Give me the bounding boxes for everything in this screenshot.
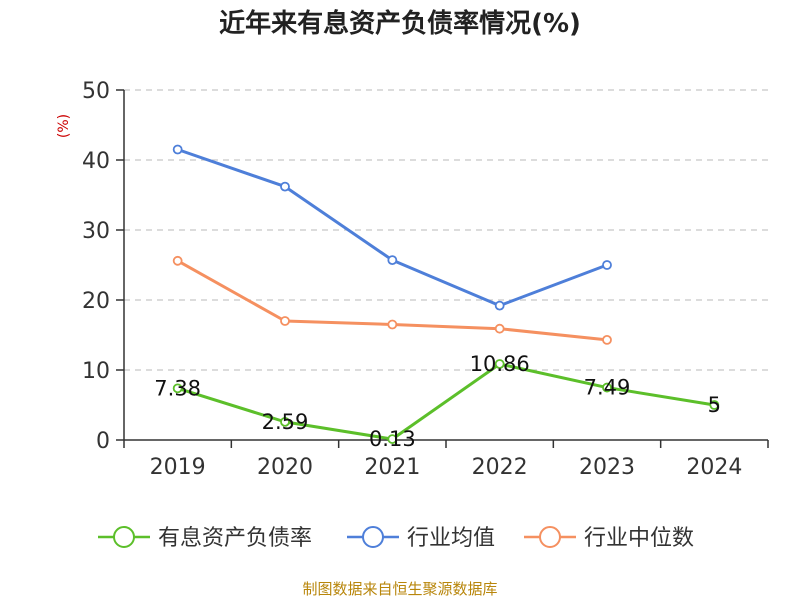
data-label: 5	[708, 393, 721, 417]
data-point[interactable]	[602, 334, 612, 345]
data-point[interactable]	[280, 416, 290, 427]
series-line	[177, 362, 715, 441]
y-tick-label: 0	[96, 429, 110, 454]
data-label: 10.86	[470, 352, 530, 376]
legend-swatch-marker	[362, 526, 384, 548]
data-label: 2.59	[262, 410, 309, 434]
y-tick-label: 40	[82, 149, 110, 174]
grid-lines	[124, 89, 768, 371]
axes: 0 10 20 30 40 50 2019 2020 2021 2022 2023 2024	[82, 79, 769, 480]
series-layer	[172, 144, 720, 444]
data-point[interactable]	[494, 300, 505, 311]
legend[interactable]: 有息资产负债率 行业均值 行业中位数	[98, 526, 694, 551]
data-label: 7.49	[584, 376, 631, 400]
x-tick-label: 2022	[472, 455, 528, 480]
x-tick-label: 2024	[686, 455, 742, 480]
legend-label: 行业均值	[407, 526, 495, 551]
data-point[interactable]	[172, 255, 183, 266]
data-point[interactable]	[494, 359, 505, 369]
y-tick-label: 50	[82, 79, 110, 104]
x-tick-label: 2019	[150, 455, 206, 480]
chart-title: 近年来有息资产负债率情况(%)	[219, 8, 581, 39]
data-point[interactable]	[709, 400, 720, 410]
data-point[interactable]	[387, 255, 398, 266]
y-tick-label: 10	[82, 359, 110, 384]
data-label: 0.13	[369, 427, 416, 451]
legend-item[interactable]: 行业均值	[347, 526, 495, 551]
data-point[interactable]	[280, 181, 290, 192]
y-axis-unit: (%)	[56, 114, 72, 138]
legend-label: 有息资产负债率	[158, 526, 312, 551]
data-labels: 7.38 2.59 0.13 10.86 7.49 5	[154, 352, 721, 451]
legend-swatch-marker	[113, 526, 135, 548]
y-tick-label: 20	[82, 289, 110, 314]
x-tick-label: 2023	[579, 455, 635, 480]
data-point[interactable]	[494, 323, 505, 334]
x-tick-label: 2021	[364, 455, 420, 480]
y-tick-label: 30	[82, 219, 110, 244]
data-point[interactable]	[172, 144, 183, 155]
data-point[interactable]	[387, 319, 398, 330]
data-point[interactable]	[602, 382, 612, 393]
data-label: 7.38	[154, 376, 201, 400]
x-tick-label: 2020	[257, 455, 313, 480]
legend-item[interactable]: 行业中位数	[524, 526, 694, 551]
legend-item[interactable]: 有息资产负债率	[98, 526, 312, 551]
series-line	[177, 148, 608, 308]
data-point[interactable]	[172, 383, 183, 394]
legend-swatch-marker	[539, 526, 561, 548]
data-point[interactable]	[280, 316, 290, 326]
data-point[interactable]	[602, 260, 612, 270]
source-note: 制图数据来自恒生聚源数据库	[302, 580, 497, 598]
data-point[interactable]	[387, 434, 398, 444]
legend-label: 行业中位数	[584, 526, 694, 551]
